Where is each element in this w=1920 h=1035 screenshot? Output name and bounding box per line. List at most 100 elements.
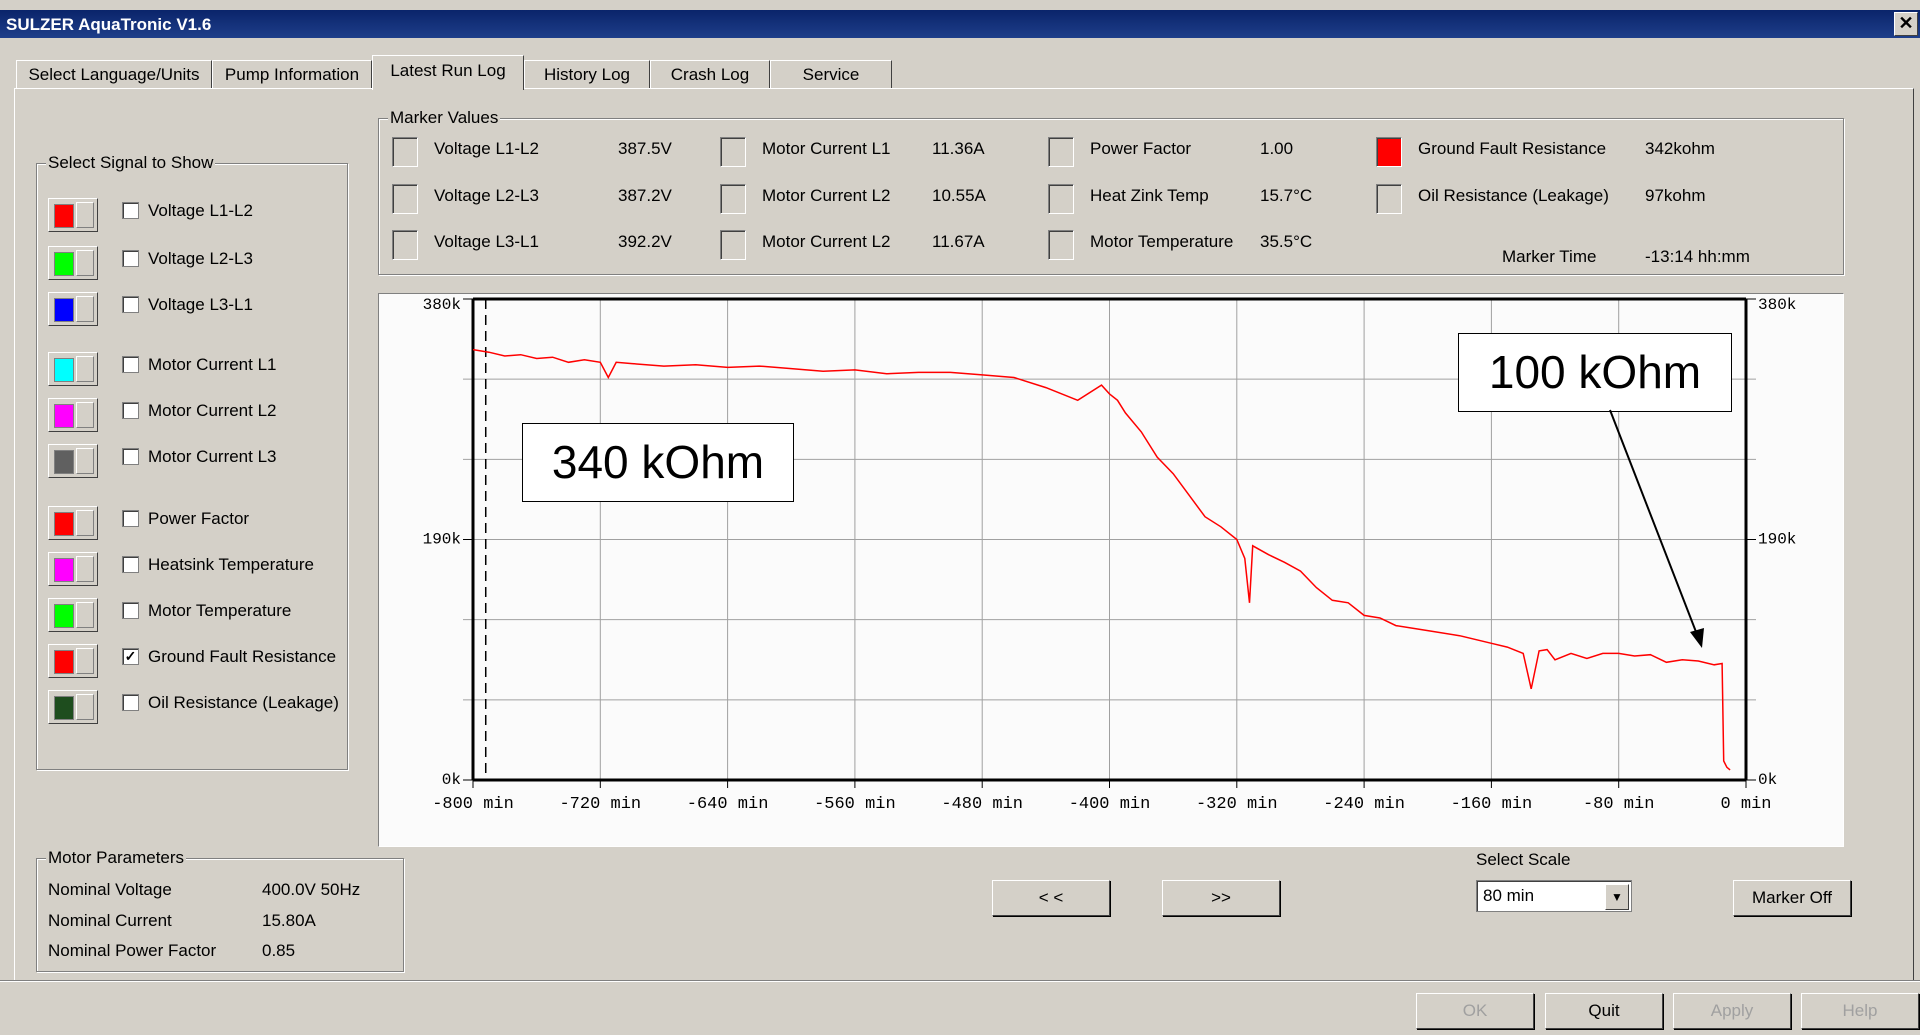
prev-button[interactable]: < <: [992, 880, 1110, 916]
signal-color-swatch[interactable]: [48, 690, 98, 724]
marker-time-value: -13:14 hh:mm: [1645, 247, 1750, 266]
signal-color-swatch[interactable]: [48, 292, 98, 326]
signal-checkbox[interactable]: [122, 448, 139, 465]
help-button[interactable]: Help: [1801, 993, 1919, 1029]
tab-history-log[interactable]: History Log: [524, 60, 650, 89]
marker-label: Ground Fault Resistance: [1418, 139, 1607, 158]
close-icon[interactable]: ✕: [1894, 12, 1918, 36]
apply-button[interactable]: Apply: [1673, 993, 1791, 1029]
signal-checkbox[interactable]: [122, 202, 139, 219]
signal-color-swatch[interactable]: [48, 644, 98, 678]
tab-crash-log[interactable]: Crash Log: [650, 60, 770, 89]
x-tick-label: -720 min: [559, 795, 641, 814]
signal-color-swatch[interactable]: [48, 352, 98, 386]
window-title: SULZER AquaTronic V1.6: [6, 15, 212, 34]
signal-checkbox[interactable]: [122, 296, 139, 313]
swatch-button: [76, 296, 94, 322]
swatch-color: [54, 558, 74, 582]
signal-checkbox[interactable]: ✓: [122, 648, 139, 665]
tab-service[interactable]: Service: [770, 60, 892, 89]
signal-color-swatch[interactable]: [48, 246, 98, 280]
marker-value: 11.36A: [932, 139, 985, 158]
signal-label: Motor Temperature: [148, 601, 292, 620]
swatch-color: [54, 512, 74, 536]
swatch-color: [54, 696, 74, 720]
swatch-color: [54, 450, 74, 474]
ground-fault-series: [472, 348, 1731, 771]
marker-label: Motor Current L1: [762, 139, 891, 158]
y-tick-label: 0k: [442, 771, 461, 789]
y-tick-label: 190k: [423, 531, 461, 549]
signal-label: Oil Resistance (Leakage): [148, 693, 339, 712]
swatch-button: [76, 356, 94, 382]
signal-label: Voltage L1-L2: [148, 201, 253, 220]
marker-value: 392.2V: [618, 232, 672, 251]
tab-select-language-units[interactable]: Select Language/Units: [16, 60, 212, 89]
chevron-down-icon[interactable]: ▼: [1605, 884, 1629, 910]
signal-checkbox[interactable]: [122, 250, 139, 267]
marker-color-box: [392, 230, 418, 260]
signal-checkbox[interactable]: [122, 402, 139, 419]
signal-checkbox[interactable]: [122, 510, 139, 527]
x-tick-label: -560 min: [814, 795, 896, 814]
motor-param-label: Nominal Current: [48, 911, 172, 930]
x-tick-label: -80 min: [1583, 795, 1654, 814]
signal-color-swatch[interactable]: [48, 552, 98, 586]
marker-label: Motor Current L2: [762, 232, 891, 251]
signal-color-swatch[interactable]: [48, 198, 98, 232]
marker-value: 10.55A: [932, 186, 986, 205]
scale-select[interactable]: 80 min ▼: [1476, 880, 1632, 912]
x-tick-label: 0 min: [1720, 795, 1771, 814]
marker-label: Voltage L3-L1: [434, 232, 539, 251]
swatch-button: [76, 602, 94, 628]
signal-label: Motor Current L3: [148, 447, 277, 466]
y-tick-label-right: 190k: [1758, 531, 1796, 549]
signal-checkbox[interactable]: [122, 694, 139, 711]
quit-button[interactable]: Quit: [1545, 993, 1663, 1029]
signal-color-swatch[interactable]: [48, 598, 98, 632]
swatch-button: [76, 648, 94, 674]
signal-checkbox[interactable]: [122, 556, 139, 573]
swatch-color: [54, 604, 74, 628]
signal-label: Voltage L2-L3: [148, 249, 253, 268]
y-tick-label: 380k: [423, 296, 461, 314]
marker-color-box: [1048, 184, 1074, 214]
motor-params-title: Motor Parameters: [46, 848, 187, 868]
x-tick-label: -640 min: [687, 795, 769, 814]
signal-checkbox[interactable]: [122, 356, 139, 373]
motor-params-group: [36, 858, 404, 972]
x-tick-label: -320 min: [1196, 795, 1278, 814]
motor-param-value: 15.80A: [262, 911, 316, 930]
swatch-color: [54, 650, 74, 674]
marker-off-button[interactable]: Marker Off: [1733, 880, 1851, 916]
signal-color-swatch[interactable]: [48, 444, 98, 478]
marker-color-box: [1376, 184, 1402, 214]
signal-label: Ground Fault Resistance: [148, 647, 337, 666]
callout-100: 100 kOhm: [1458, 333, 1732, 412]
marker-value: 97kohm: [1645, 186, 1706, 205]
signal-label: Heatsink Temperature: [148, 555, 314, 574]
motor-param-value: 400.0V 50Hz: [262, 880, 361, 899]
swatch-color: [54, 204, 74, 228]
marker-label: Voltage L1-L2: [434, 139, 539, 158]
swatch-button: [76, 510, 94, 536]
swatch-color: [54, 252, 74, 276]
next-button[interactable]: >>: [1162, 880, 1280, 916]
marker-label: Oil Resistance (Leakage): [1418, 186, 1609, 205]
tab-latest-run-log[interactable]: Latest Run Log: [372, 55, 524, 90]
signal-color-swatch[interactable]: [48, 398, 98, 432]
marker-values-title: Marker Values: [388, 108, 501, 128]
marker-color-box: [392, 137, 418, 167]
scale-label: Select Scale: [1476, 850, 1571, 869]
swatch-button: [76, 402, 94, 428]
marker-label: Motor Current L2: [762, 186, 891, 205]
tab-pump-information[interactable]: Pump Information: [212, 60, 372, 89]
signal-label: Motor Current L2: [148, 401, 277, 420]
signal-label: Power Factor: [148, 509, 250, 528]
signal-checkbox[interactable]: [122, 602, 139, 619]
scale-value: 80 min: [1483, 886, 1535, 905]
swatch-button: [76, 250, 94, 276]
ok-button[interactable]: OK: [1416, 993, 1534, 1029]
signal-label: Voltage L3-L1: [148, 295, 253, 314]
signal-color-swatch[interactable]: [48, 506, 98, 540]
